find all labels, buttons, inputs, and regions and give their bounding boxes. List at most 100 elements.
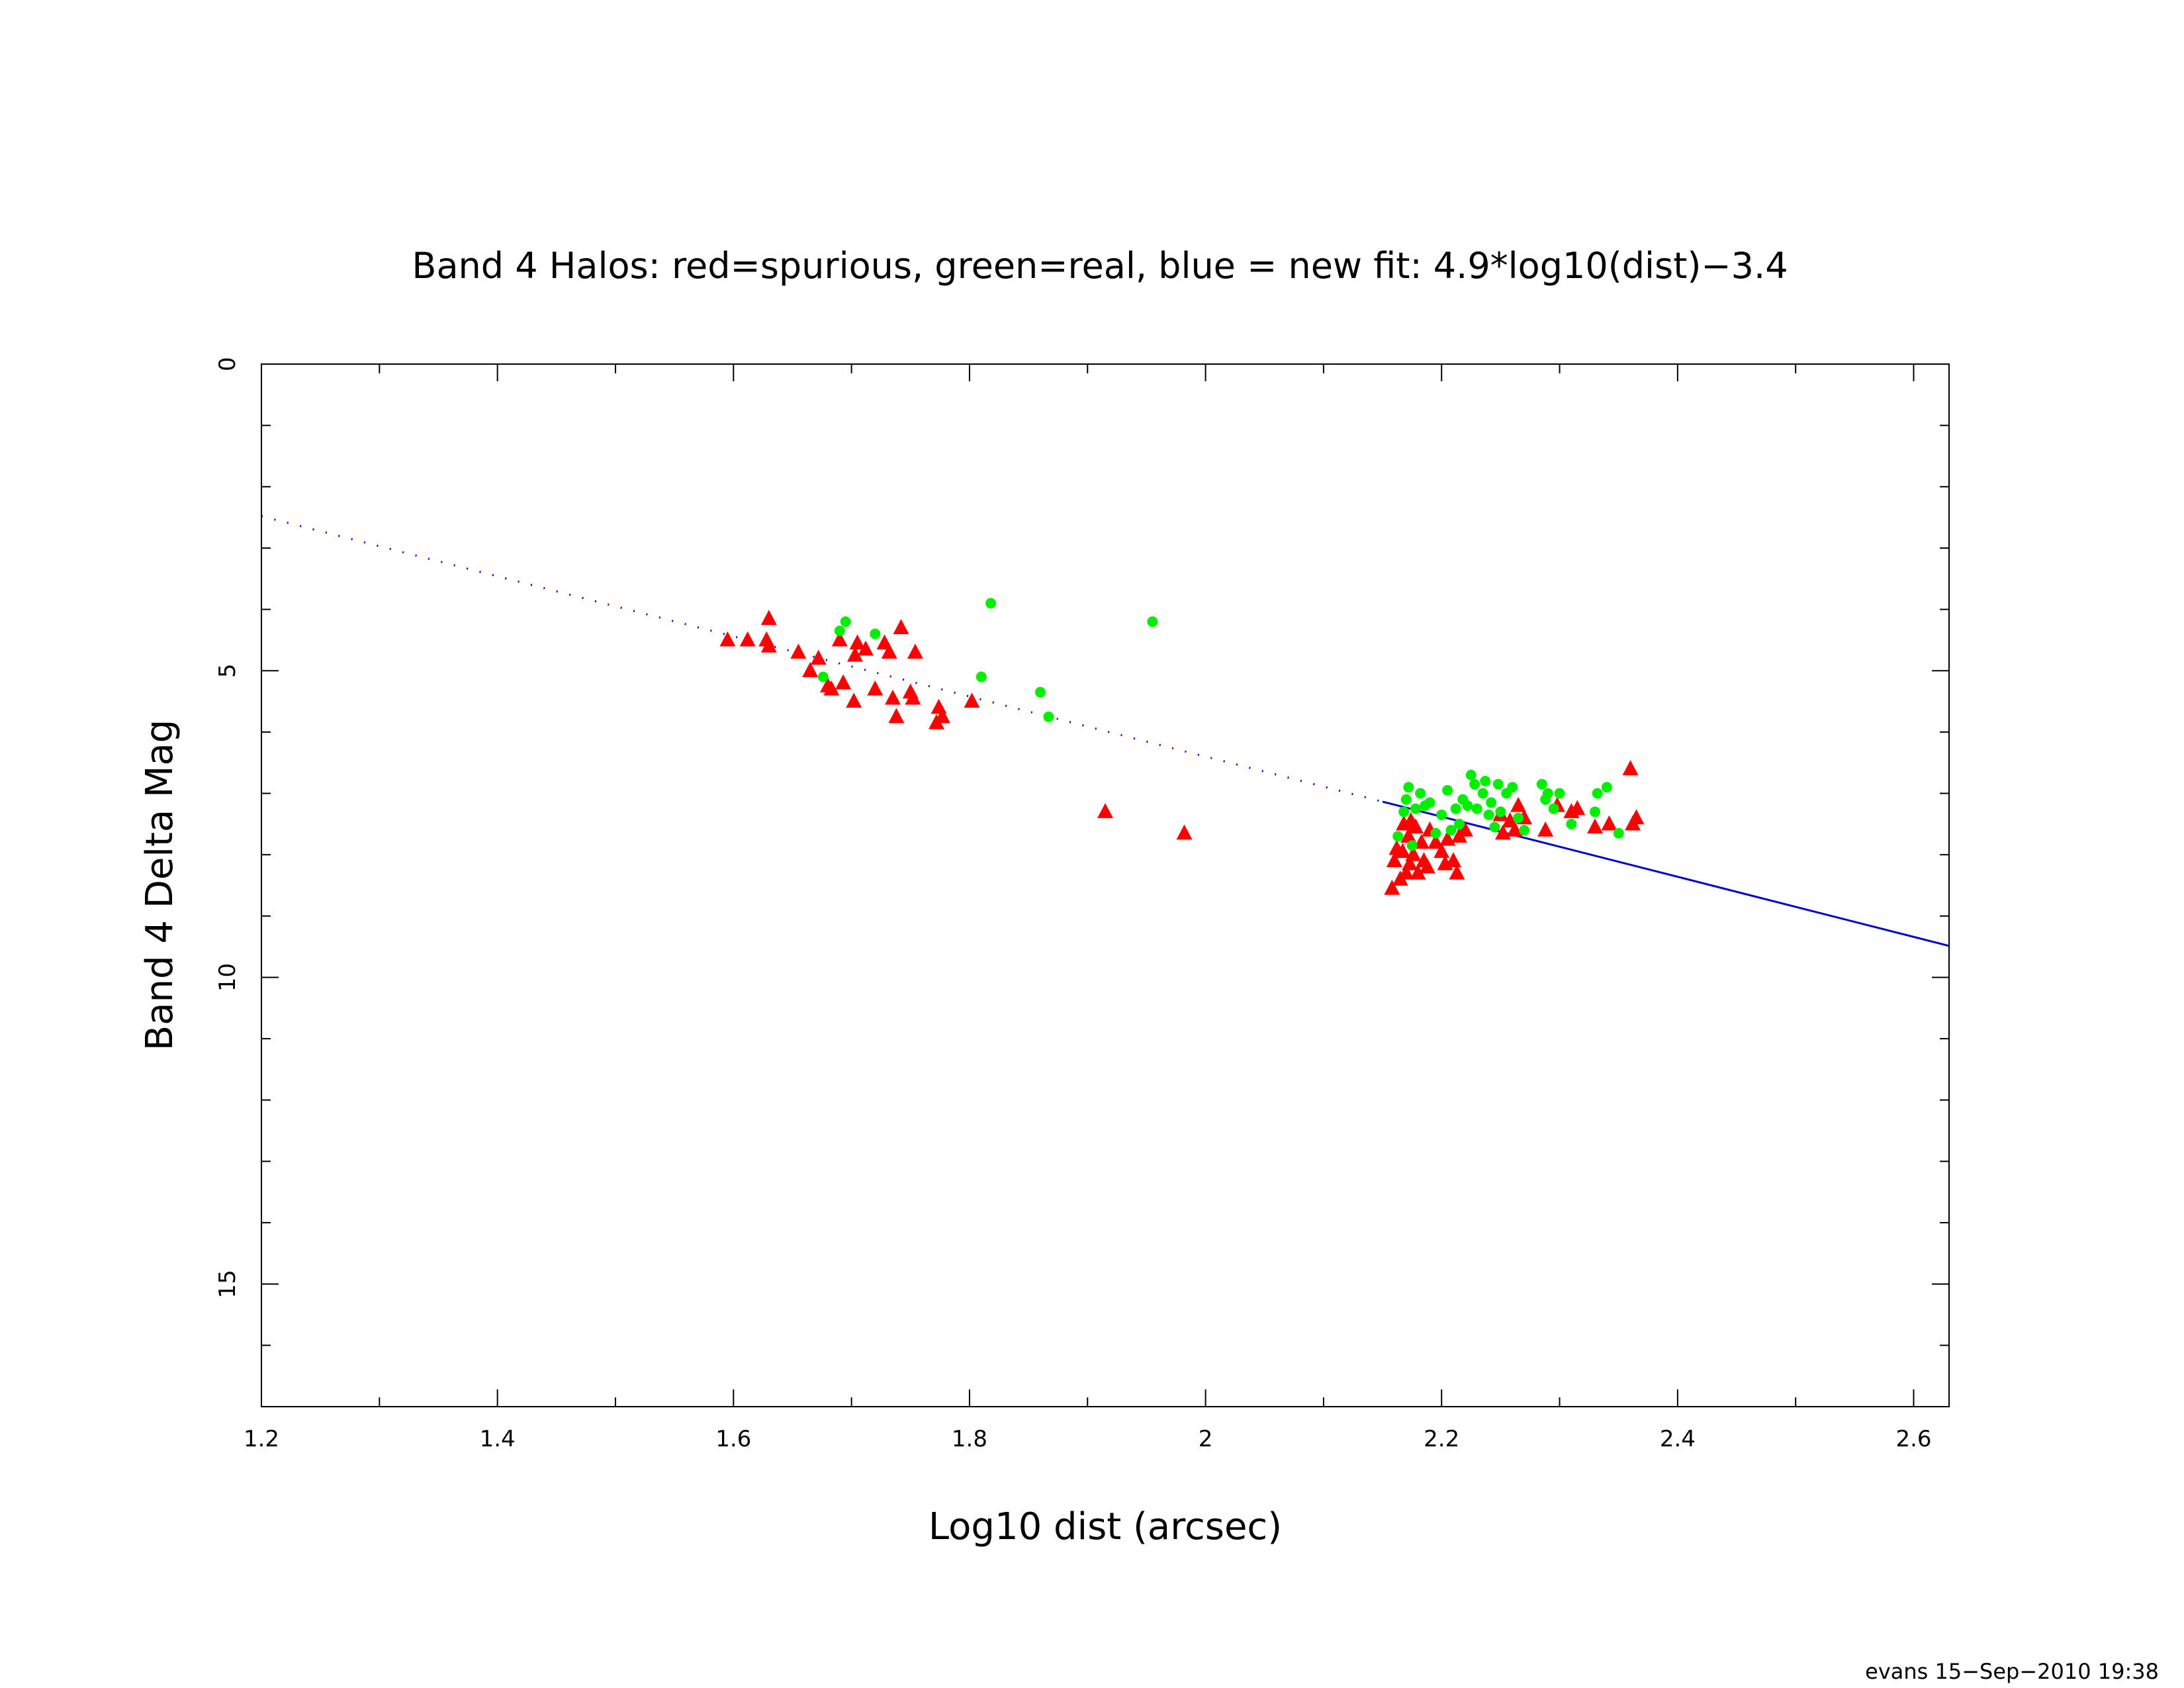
real-point xyxy=(1453,818,1465,829)
spurious-point xyxy=(1405,845,1422,861)
spurious-point xyxy=(802,662,819,677)
spurious-point xyxy=(1384,879,1400,895)
spurious-point xyxy=(888,708,905,724)
real-point xyxy=(1471,803,1482,814)
real-point xyxy=(1548,803,1559,814)
real-point xyxy=(1486,797,1497,808)
spurious-point xyxy=(810,649,827,665)
x-tick-label: 2.6 xyxy=(1895,1426,1931,1452)
spurious-point xyxy=(1394,843,1411,859)
spurious-point xyxy=(1413,833,1430,849)
x-tick-label: 2.4 xyxy=(1660,1426,1696,1452)
real-point xyxy=(817,671,829,682)
spurious-point xyxy=(881,643,897,659)
spurious-point xyxy=(1457,821,1473,837)
data-points xyxy=(719,598,1645,895)
spurious-point xyxy=(1439,830,1456,846)
real-point xyxy=(1392,831,1404,842)
real-point xyxy=(1590,806,1601,818)
x-axis-ticks: 1.2 1.4 1.6 1.8 2 2.2 2.4 2.6 xyxy=(244,364,1932,1452)
spurious-point xyxy=(893,619,909,634)
spurious-point xyxy=(1569,800,1586,816)
spurious-point xyxy=(1419,858,1435,874)
spurious-point xyxy=(1398,864,1414,880)
spurious-point xyxy=(905,689,921,705)
x-tick-label: 1.8 xyxy=(952,1426,987,1452)
y-tick-label: 15 xyxy=(214,1270,241,1298)
footer-timestamp: evans 15−Sep−2010 19:38 xyxy=(1865,1659,2159,1684)
x-tick-label: 2.2 xyxy=(1424,1426,1459,1452)
spurious-point xyxy=(846,692,862,708)
real-point xyxy=(1406,840,1418,851)
real-point xyxy=(1542,788,1553,799)
spurious-point xyxy=(1386,852,1402,868)
real-point xyxy=(870,628,881,639)
spurious-point xyxy=(760,610,777,626)
real-point xyxy=(1445,825,1457,836)
real-point xyxy=(1400,794,1412,805)
real-point xyxy=(1592,788,1603,799)
plot-frame xyxy=(261,363,1950,1407)
real-point xyxy=(1415,788,1426,799)
spurious-point xyxy=(739,631,756,647)
real-point xyxy=(1147,616,1158,628)
x-tick-label: 1.2 xyxy=(244,1426,279,1452)
real-point xyxy=(1043,711,1054,722)
spurious-point xyxy=(1445,852,1462,868)
spurious-point xyxy=(1400,827,1417,843)
spurious-point xyxy=(1510,796,1527,812)
real-point xyxy=(1403,782,1414,793)
spurious-point xyxy=(1402,855,1418,870)
real-point xyxy=(1613,827,1624,839)
real-point xyxy=(1430,827,1441,839)
fit-line xyxy=(261,515,1949,947)
real-point xyxy=(1519,825,1530,836)
spurious-point xyxy=(1407,818,1424,834)
spurious-point xyxy=(1506,821,1523,837)
spurious-point xyxy=(885,689,901,705)
x-tick-label: 1.6 xyxy=(715,1426,751,1452)
spurious-point xyxy=(931,698,947,714)
spurious-point xyxy=(823,680,840,696)
spurious-point xyxy=(790,643,807,659)
spurious-point xyxy=(849,634,866,650)
spurious-point xyxy=(1410,864,1426,880)
real-point xyxy=(1450,803,1461,814)
x-tick-label: 1.4 xyxy=(480,1426,516,1452)
fit-line-solid xyxy=(1382,800,1949,947)
real-point xyxy=(1034,686,1046,698)
real-point xyxy=(1507,782,1518,793)
real-point xyxy=(1465,769,1477,780)
spurious-point xyxy=(846,646,863,662)
real-point xyxy=(1601,782,1612,793)
real-point xyxy=(1554,788,1565,799)
real-point xyxy=(985,598,997,609)
spurious-point xyxy=(760,637,777,653)
spurious-point xyxy=(934,708,950,724)
real-point xyxy=(1469,778,1480,790)
real-point xyxy=(1492,778,1504,790)
real-point xyxy=(840,616,851,628)
y-tick-label: 0 xyxy=(214,357,241,371)
spurious-point xyxy=(1587,818,1604,834)
spurious-point xyxy=(867,680,884,696)
spurious-point xyxy=(1449,864,1465,880)
spurious-point xyxy=(1537,821,1554,837)
y-axis-ticks: 0 5 10 15 xyxy=(214,357,1949,1407)
real-point xyxy=(1477,788,1488,799)
spurious-point xyxy=(719,631,736,647)
spurious-point xyxy=(835,674,852,690)
real-point xyxy=(1410,803,1421,814)
x-tick-label: 2 xyxy=(1199,1426,1213,1452)
real-point xyxy=(1495,806,1506,818)
real-point xyxy=(1442,784,1453,796)
y-tick-label: 5 xyxy=(214,663,241,678)
real-point xyxy=(1513,812,1524,823)
spurious-point xyxy=(858,640,874,656)
spurious-point xyxy=(907,643,923,659)
spurious-point xyxy=(1097,803,1113,818)
real-point xyxy=(834,626,845,637)
real-point xyxy=(1536,778,1547,790)
x-axis-title: Log10 dist (arcsec) xyxy=(929,1505,1282,1548)
